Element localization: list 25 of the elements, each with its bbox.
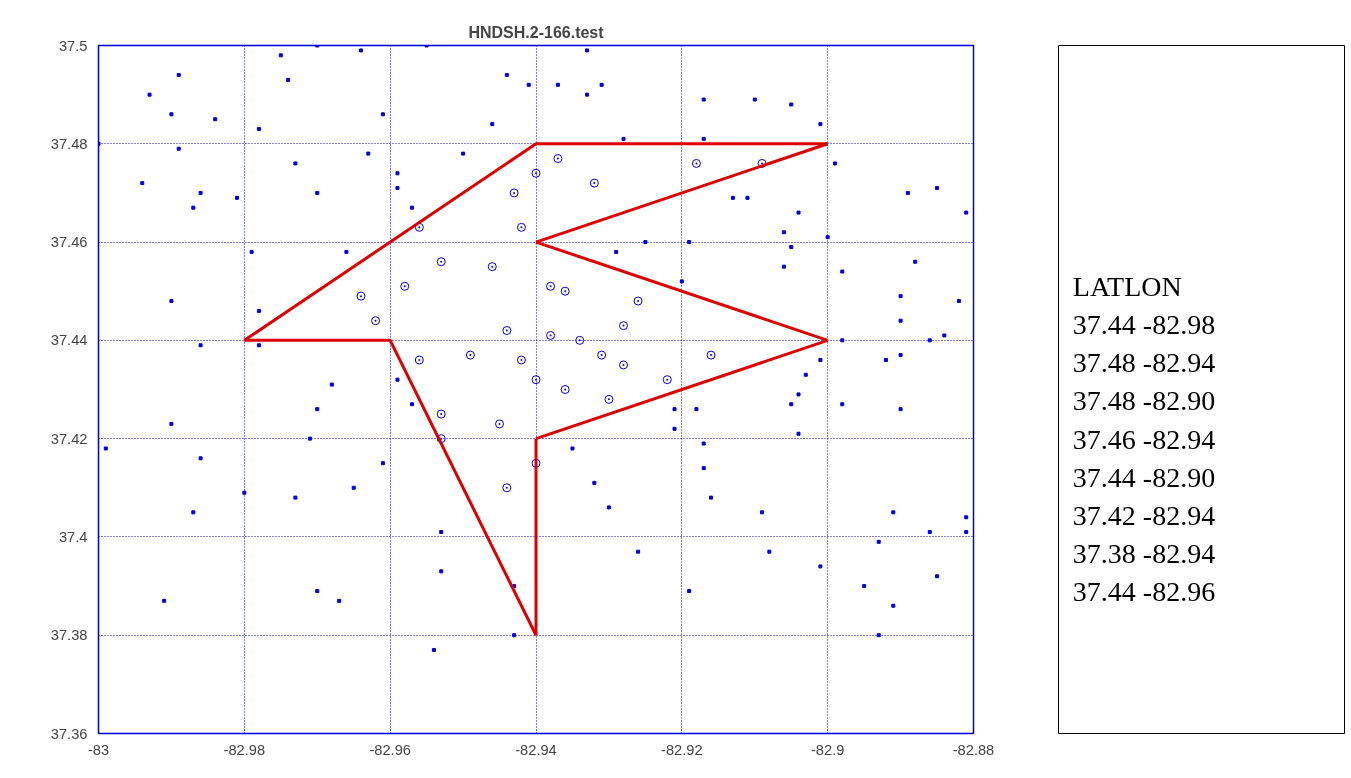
- y-tick-label: 37.48: [50, 135, 88, 152]
- y-tick-label: 37.5: [58, 37, 88, 54]
- text: 37.44 -82.96: [1072, 576, 1216, 608]
- text: 37.48 -82.90: [1072, 385, 1216, 417]
- y-tick-label: 37.38: [50, 627, 88, 644]
- text: 37.38 -82.94: [1072, 538, 1216, 570]
- y-tick-label: 37.36: [50, 725, 88, 742]
- chart-title: HNDSH.2-166.test: [468, 23, 605, 41]
- x-tick-label: -82.9: [810, 741, 845, 758]
- text: 37.42 -82.94: [1072, 499, 1216, 531]
- y-tick-label: 37.42: [50, 430, 88, 447]
- x-tick-label: -82.94: [515, 741, 557, 758]
- text: 37.48 -82.94: [1072, 347, 1216, 379]
- x-tick-label: -83: [87, 741, 110, 758]
- text: 37.46 -82.94: [1072, 423, 1216, 455]
- y-tick-label: 37.46: [50, 234, 88, 251]
- text: 37.44 -82.90: [1072, 461, 1216, 493]
- x-tick-label: -82.96: [369, 741, 411, 758]
- x-tick-label: -82.92: [661, 741, 703, 758]
- text: LATLON: [1072, 270, 1182, 302]
- text: 37.44 -82.98: [1072, 308, 1216, 340]
- y-tick-label: 37.44: [50, 332, 88, 349]
- x-tick-label: -82.88: [952, 741, 995, 758]
- x-tick-label: -82.98: [223, 741, 266, 758]
- y-tick-label: 37.4: [58, 528, 88, 545]
